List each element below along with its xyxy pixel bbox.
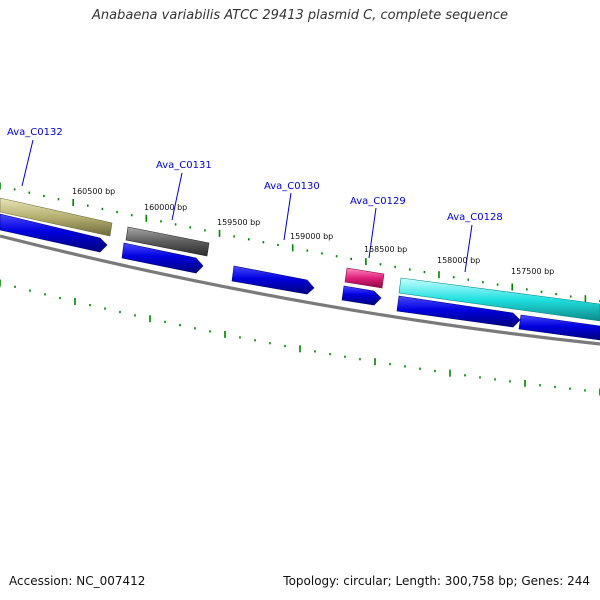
plasmid-backbone — [0, 234, 600, 346]
position-label-160000: 160000 bp — [144, 203, 187, 212]
leader-line-ava-c0132 — [21, 139, 34, 187]
map-summary-text: Topology: circular; Length: 300,758 bp; … — [283, 574, 590, 588]
gene-bar-ava-c0129[interactable] — [344, 267, 385, 289]
position-label-159000: 159000 bp — [290, 232, 333, 241]
accession-text: Accession: NC_007412 — [9, 574, 146, 588]
position-label-158500: 158500 bp — [364, 245, 407, 254]
position-label-157500: 157500 bp — [511, 267, 554, 276]
position-label-160500: 160500 bp — [72, 187, 115, 196]
gene-bar-ava-c0132[interactable] — [0, 197, 113, 237]
position-label-158000: 158000 bp — [437, 256, 480, 265]
gene-label-ava-c0129[interactable]: Ava_C0129 — [350, 196, 406, 207]
leader-line-ava-c0131 — [171, 172, 183, 221]
cds-arrow-ava-c0127[interactable] — [518, 314, 600, 341]
cds-arrow-ava-c0129[interactable] — [341, 285, 382, 306]
inner-tick-marks — [0, 279, 600, 396]
gene-bar-ava-c0128[interactable] — [398, 277, 600, 322]
gene-bar-ava-c0131[interactable] — [125, 226, 210, 257]
map-title: Anabaena variabilis ATCC 29413 plasmid C… — [92, 8, 508, 23]
cds-arrow-ava-c0131[interactable] — [121, 242, 204, 274]
gene-label-ava-c0131[interactable]: Ava_C0131 — [156, 160, 212, 171]
leader-line-ava-c0129 — [368, 207, 377, 259]
cds-arrow-ava-c0132[interactable] — [0, 213, 108, 253]
gene-label-ava-c0132[interactable]: Ava_C0132 — [7, 127, 63, 138]
leader-line-ava-c0130 — [283, 192, 292, 241]
cds-arrow-ava-c0128[interactable] — [396, 295, 521, 328]
cds-arrow-ava-c0130[interactable] — [231, 265, 315, 295]
leader-line-ava-c0128 — [464, 224, 473, 273]
position-label-159500: 159500 bp — [217, 218, 260, 227]
gene-label-ava-c0130[interactable]: Ava_C0130 — [264, 181, 320, 192]
gene-label-ava-c0128[interactable]: Ava_C0128 — [447, 212, 503, 223]
outer-tick-marks — [0, 182, 600, 303]
